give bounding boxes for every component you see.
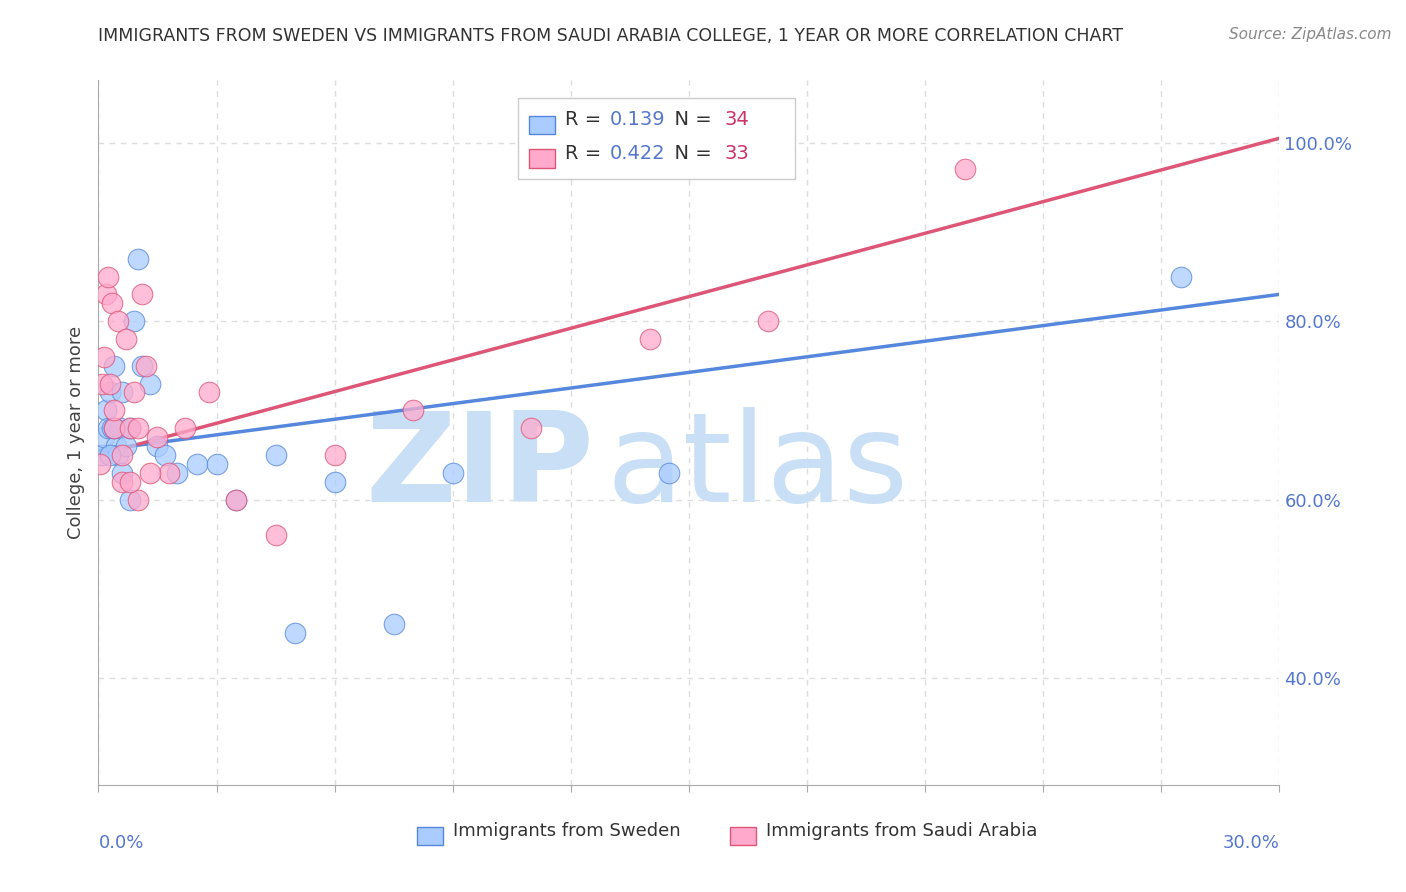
FancyBboxPatch shape: [530, 116, 555, 134]
Text: 0.139: 0.139: [610, 111, 665, 129]
Text: N =: N =: [662, 111, 718, 129]
Point: [264, 528, 287, 542]
Point: [520, 421, 543, 435]
Point: [98, 385, 121, 400]
Point: [155, 448, 177, 462]
Point: [127, 492, 149, 507]
Point: [127, 252, 149, 266]
Point: [146, 430, 169, 444]
Point: [205, 457, 228, 471]
Point: [638, 332, 661, 346]
Point: [103, 421, 125, 435]
Point: [166, 466, 188, 480]
Point: [108, 421, 131, 435]
Text: 33: 33: [724, 145, 749, 163]
Point: [115, 332, 138, 346]
Point: [174, 421, 197, 435]
Point: [323, 448, 346, 462]
Point: [1170, 269, 1192, 284]
Point: [105, 439, 128, 453]
Text: IMMIGRANTS FROM SWEDEN VS IMMIGRANTS FROM SAUDI ARABIA COLLEGE, 1 YEAR OR MORE C: IMMIGRANTS FROM SWEDEN VS IMMIGRANTS FRO…: [98, 27, 1123, 45]
Point: [91, 448, 114, 462]
Text: atlas: atlas: [606, 408, 908, 528]
Point: [103, 359, 125, 373]
Point: [111, 475, 134, 489]
Point: [93, 350, 115, 364]
Point: [118, 492, 141, 507]
Point: [225, 492, 247, 507]
Point: [101, 296, 124, 310]
Point: [323, 475, 346, 489]
Point: [118, 421, 141, 435]
Text: Immigrants from Sweden: Immigrants from Sweden: [453, 822, 681, 840]
Point: [131, 287, 153, 301]
Point: [186, 457, 208, 471]
Point: [138, 466, 160, 480]
Point: [98, 376, 121, 391]
Point: [157, 466, 180, 480]
Point: [111, 385, 134, 400]
Point: [89, 457, 111, 471]
Point: [131, 359, 153, 373]
Point: [107, 448, 129, 462]
Text: Source: ZipAtlas.com: Source: ZipAtlas.com: [1229, 27, 1392, 42]
Point: [91, 376, 114, 391]
Point: [115, 439, 138, 453]
Point: [441, 466, 464, 480]
Point: [101, 421, 124, 435]
Point: [146, 439, 169, 453]
Point: [93, 430, 115, 444]
Point: [97, 421, 120, 435]
Point: [96, 287, 118, 301]
Point: [402, 403, 425, 417]
Point: [122, 314, 145, 328]
Point: [953, 162, 976, 177]
Text: ZIP: ZIP: [366, 408, 595, 528]
Point: [264, 448, 287, 462]
Text: R =: R =: [565, 111, 607, 129]
Point: [138, 376, 160, 391]
FancyBboxPatch shape: [530, 149, 555, 168]
Point: [756, 314, 779, 328]
Point: [225, 492, 247, 507]
Point: [122, 385, 145, 400]
Point: [98, 448, 121, 462]
Point: [658, 466, 681, 480]
Text: Immigrants from Saudi Arabia: Immigrants from Saudi Arabia: [766, 822, 1038, 840]
Point: [284, 626, 307, 640]
Text: 0.422: 0.422: [610, 145, 665, 163]
FancyBboxPatch shape: [730, 827, 756, 845]
Text: R =: R =: [565, 145, 607, 163]
Point: [111, 466, 134, 480]
Text: 34: 34: [724, 111, 749, 129]
Text: N =: N =: [662, 145, 718, 163]
FancyBboxPatch shape: [517, 98, 796, 179]
Point: [111, 448, 134, 462]
Point: [103, 403, 125, 417]
FancyBboxPatch shape: [418, 827, 443, 845]
Point: [118, 421, 141, 435]
Point: [96, 403, 118, 417]
Point: [382, 617, 405, 632]
Y-axis label: College, 1 year or more: College, 1 year or more: [66, 326, 84, 539]
Text: 0.0%: 0.0%: [98, 834, 143, 852]
Point: [127, 421, 149, 435]
Point: [135, 359, 157, 373]
Point: [118, 475, 141, 489]
Point: [107, 314, 129, 328]
Text: 30.0%: 30.0%: [1223, 834, 1279, 852]
Point: [103, 421, 125, 435]
Point: [97, 269, 120, 284]
Point: [197, 385, 219, 400]
